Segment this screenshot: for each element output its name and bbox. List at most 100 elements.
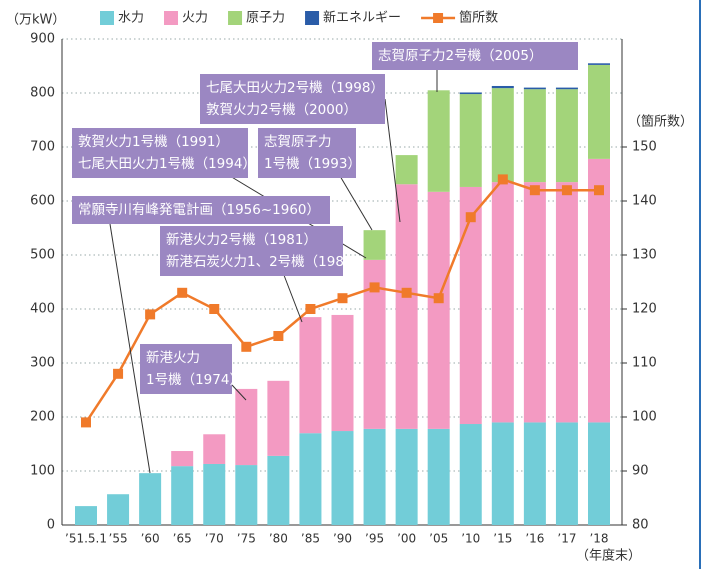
count-marker xyxy=(465,212,476,223)
x-tick-label: ’90 xyxy=(333,532,352,546)
annotation: 志賀原子力2号機（2005） xyxy=(372,42,578,70)
annotation-text: 七尾大田火力1号機（1994） xyxy=(78,156,256,172)
count-marker xyxy=(337,293,348,304)
annotation-leader xyxy=(384,98,401,223)
x-tick-label: ’16 xyxy=(525,532,544,546)
bar-segment xyxy=(459,424,482,525)
annotation-text: 1号機（1993） xyxy=(264,156,361,172)
x-tick-label: ’10 xyxy=(461,532,480,546)
annotation: 新港火力2号機（1981） 新港石炭火力1、2号機（1984） xyxy=(160,226,366,276)
bar-segment xyxy=(139,473,162,525)
annotation-text: 敦賀火力2号機（2000） xyxy=(206,102,357,118)
bar-segment xyxy=(363,230,386,260)
count-marker xyxy=(401,287,412,298)
bar-segment xyxy=(331,314,354,432)
bar-segment xyxy=(523,422,546,525)
annotation-leader xyxy=(231,384,247,401)
bar-segment xyxy=(523,89,546,183)
annotation-text: 新港火力 xyxy=(146,350,200,366)
count-marker xyxy=(177,287,188,298)
x-tick-label: ’80 xyxy=(269,532,288,546)
bar-segment xyxy=(588,158,610,423)
legend-label: 水力 xyxy=(118,11,144,26)
bar-segment xyxy=(555,87,578,90)
y-tick-label: 0 xyxy=(47,518,55,533)
bar-segment xyxy=(459,186,482,425)
y2-tick-label: 90 xyxy=(632,464,649,479)
y2-tick-label: 80 xyxy=(632,518,649,533)
x-tick-label: ’65 xyxy=(173,532,192,546)
x-tick-label: ’00 xyxy=(397,532,416,546)
annotation-text: 志賀原子力 xyxy=(264,134,332,150)
bar-segment xyxy=(491,85,514,89)
bar-segment xyxy=(235,388,258,466)
bar-segment xyxy=(588,64,610,159)
bar-segment xyxy=(555,89,578,183)
count-marker xyxy=(241,341,252,352)
bar-segment xyxy=(203,434,226,464)
y2-tick-label: 110 xyxy=(632,356,657,371)
bar-segment xyxy=(299,433,322,525)
x-tick-label: ’55 xyxy=(109,532,128,546)
y2-tick-label: 100 xyxy=(632,410,657,425)
annotation-text: 新港火力2号機（1981） xyxy=(166,232,317,248)
x-tick-label: ’17 xyxy=(557,532,576,546)
annotation: 七尾大田火力2号機（1998） 敦賀火力2号機（2000） xyxy=(200,74,385,124)
count-marker xyxy=(369,282,380,293)
annotation-box xyxy=(200,74,385,124)
y-tick-label: 400 xyxy=(30,302,55,317)
x-tick-label: ’18 xyxy=(589,532,608,546)
bar-segment xyxy=(427,428,450,525)
bar-segment xyxy=(395,184,418,429)
legend-label: 箇所数 xyxy=(459,10,498,26)
bar-segment xyxy=(171,451,194,467)
y-axis-label: （万kW） xyxy=(6,13,65,28)
annotation-box xyxy=(72,128,248,178)
bar-segment xyxy=(491,422,514,525)
bar-segment xyxy=(267,380,290,456)
y-tick-label: 900 xyxy=(30,32,55,47)
count-marker xyxy=(145,309,156,320)
annotation-leader xyxy=(281,269,303,323)
legend-swatch xyxy=(228,11,243,25)
y-tick-label: 200 xyxy=(30,410,55,425)
bar-segment xyxy=(235,465,258,525)
bar-segment xyxy=(523,182,546,423)
bar-segment xyxy=(427,90,450,192)
legend-marker xyxy=(433,13,444,23)
count-marker xyxy=(529,185,540,196)
bar-segment xyxy=(491,182,514,423)
annotation-box xyxy=(258,128,356,178)
y2-tick-label: 120 xyxy=(632,302,657,317)
x-tick-label: ’70 xyxy=(205,532,224,546)
annotation-box xyxy=(372,42,578,70)
annotation-text: 常願寺川有峰発電計画（1956~1960） xyxy=(78,202,320,218)
legend-label: 火力 xyxy=(182,11,208,26)
bar-segment xyxy=(555,422,578,525)
x-tick-label: ’60 xyxy=(141,532,160,546)
annotation: 新港火力 1号機（1974） xyxy=(140,344,243,394)
bar-segment xyxy=(491,88,514,183)
bar-segment xyxy=(459,92,482,95)
legend-label: 原子力 xyxy=(246,11,285,26)
y-tick-label: 600 xyxy=(30,194,55,209)
x-tick-label: ’75 xyxy=(237,532,256,546)
bar-segment xyxy=(107,494,130,525)
bar-segment xyxy=(171,466,194,525)
bar-segment xyxy=(523,87,546,90)
annotation-leader xyxy=(339,175,373,231)
bar-segment xyxy=(75,506,97,525)
annotation-box xyxy=(160,226,343,276)
count-marker xyxy=(81,417,91,428)
legend-label: 新エネルギー xyxy=(323,10,401,26)
annotation-text: 志賀原子力2号機（2005） xyxy=(378,48,542,64)
y2-tick-label: 140 xyxy=(632,194,657,209)
legend-swatch xyxy=(164,11,179,25)
bar-segment xyxy=(427,191,450,429)
y2-axis-label: （箇所数） xyxy=(628,114,693,130)
bar-segment xyxy=(363,428,386,525)
count-marker xyxy=(113,368,124,379)
annotation-text: 新港石炭火力1、2号機（1984） xyxy=(166,254,366,270)
bar-segment xyxy=(395,428,418,525)
